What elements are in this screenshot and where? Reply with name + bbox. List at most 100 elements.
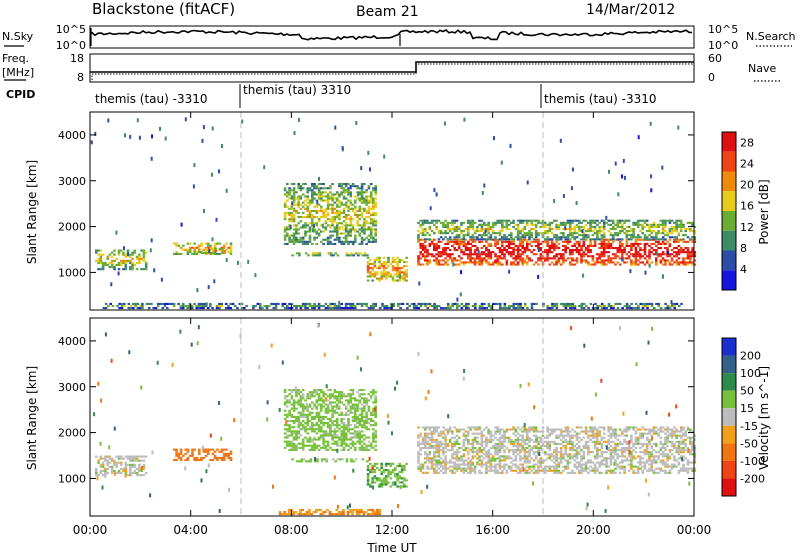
heatmap-cell (693, 236, 697, 239)
heatmap-cell (501, 434, 504, 437)
heatmap-cell (181, 302, 185, 305)
heatmap-cell (562, 221, 565, 224)
heatmap-cell (578, 305, 581, 308)
heatmap-cell (424, 428, 427, 431)
heatmap-cell (301, 205, 305, 208)
heatmap-cell (652, 223, 656, 226)
heatmap-cell (494, 302, 497, 305)
heatmap-cell (417, 459, 420, 462)
heatmap-cell (313, 448, 316, 451)
heatmap-cell (372, 440, 375, 443)
heatmap-cell (220, 458, 224, 461)
heatmap-cell (351, 218, 355, 221)
heatmap-cell (204, 246, 208, 249)
heatmap-cell (175, 252, 178, 255)
heatmap-cell (421, 238, 425, 241)
heatmap-cell (643, 236, 647, 239)
heatmap-cell (469, 249, 472, 252)
heatmap-cell (331, 413, 334, 416)
heatmap-cell (347, 199, 350, 202)
heatmap-cell (360, 430, 364, 433)
heatmap-cell (510, 263, 513, 266)
heatmap-cell (478, 259, 481, 262)
heatmap-cell (129, 472, 132, 475)
heatmap-cell (568, 251, 572, 254)
heatmap-cell (369, 226, 373, 229)
heatmap-cell (292, 409, 296, 412)
heatmap-cell (179, 452, 183, 455)
heatmap-cell (191, 450, 194, 453)
heatmap-cell (498, 255, 502, 258)
heatmap-cell (448, 426, 452, 429)
heatmap-cell (283, 187, 287, 190)
heatmap-cell (505, 221, 509, 224)
heatmap-cell (562, 253, 565, 256)
heatmap-cell (426, 459, 429, 462)
heatmap-cell (331, 216, 334, 219)
heatmap-cell (503, 249, 506, 252)
heatmap-cell (352, 254, 356, 257)
heatmap-cell (496, 255, 499, 258)
heatmap-cell (643, 305, 647, 308)
heatmap-cell (372, 434, 375, 437)
heatmap-cell (360, 216, 364, 219)
heatmap-cell (292, 214, 296, 217)
heatmap-cell (478, 449, 481, 452)
heatmap-cell (290, 197, 294, 200)
heatmap-cell (693, 238, 697, 241)
heatmap-cell (214, 250, 217, 253)
heatmap-cell (326, 444, 330, 447)
heatmap-cell (349, 302, 353, 305)
heatmap-cell (380, 263, 383, 266)
heatmap-cell (582, 225, 586, 228)
heatmap-cell (428, 459, 432, 462)
heatmap-cell (382, 267, 386, 270)
heatmap-cell (329, 426, 332, 429)
heatmap-cell (365, 411, 368, 414)
heatmap-cell (391, 471, 395, 474)
heatmap-cell (587, 247, 590, 250)
heatmap-cell (566, 242, 570, 245)
heatmap-cell (471, 426, 475, 429)
heatmap-cell (398, 481, 402, 484)
heatmap-cell (664, 253, 667, 256)
heatmap-cell (485, 249, 488, 252)
heatmap-cell (455, 467, 459, 470)
heatmap-cell (646, 305, 649, 308)
heatmap-cell (464, 436, 468, 439)
heatmap-cell (306, 195, 309, 198)
heatmap-cell (288, 434, 291, 437)
heatmap-cell (535, 302, 538, 305)
heatmap-cell (150, 302, 153, 305)
heatmap-cell (201, 138, 204, 143)
heatmap-cell (313, 403, 316, 406)
heatmap-cell (344, 228, 348, 231)
heatmap-cell (465, 305, 468, 308)
heatmap-cell (326, 440, 330, 443)
heatmap-cell (292, 189, 296, 192)
heatmap-cell (366, 271, 370, 274)
heatmap-cell (634, 302, 638, 305)
heatmap-cell (498, 445, 502, 448)
heatmap-cell (160, 277, 163, 282)
heatmap-cell (446, 307, 450, 310)
heatmap-cell (421, 221, 425, 224)
heatmap-cell (329, 197, 332, 200)
heatmap-cell (602, 259, 606, 262)
heatmap-cell (496, 438, 499, 441)
heatmap-cell (374, 187, 377, 190)
heatmap-cell (295, 448, 298, 451)
heatmap-cell (382, 256, 386, 259)
heatmap-cell (342, 434, 346, 437)
heatmap-cell (519, 255, 522, 258)
heatmap-cell (630, 244, 633, 247)
heatmap-cell (689, 257, 692, 260)
heatmap-cell (350, 460, 353, 463)
heatmap-cell (655, 261, 658, 264)
heatmap-cell (628, 305, 631, 308)
heatmap-cell (365, 211, 368, 214)
heatmap-cell (391, 261, 395, 264)
heatmap-cell (494, 238, 497, 241)
heatmap-cell (320, 305, 323, 308)
heatmap-cell (480, 225, 484, 228)
